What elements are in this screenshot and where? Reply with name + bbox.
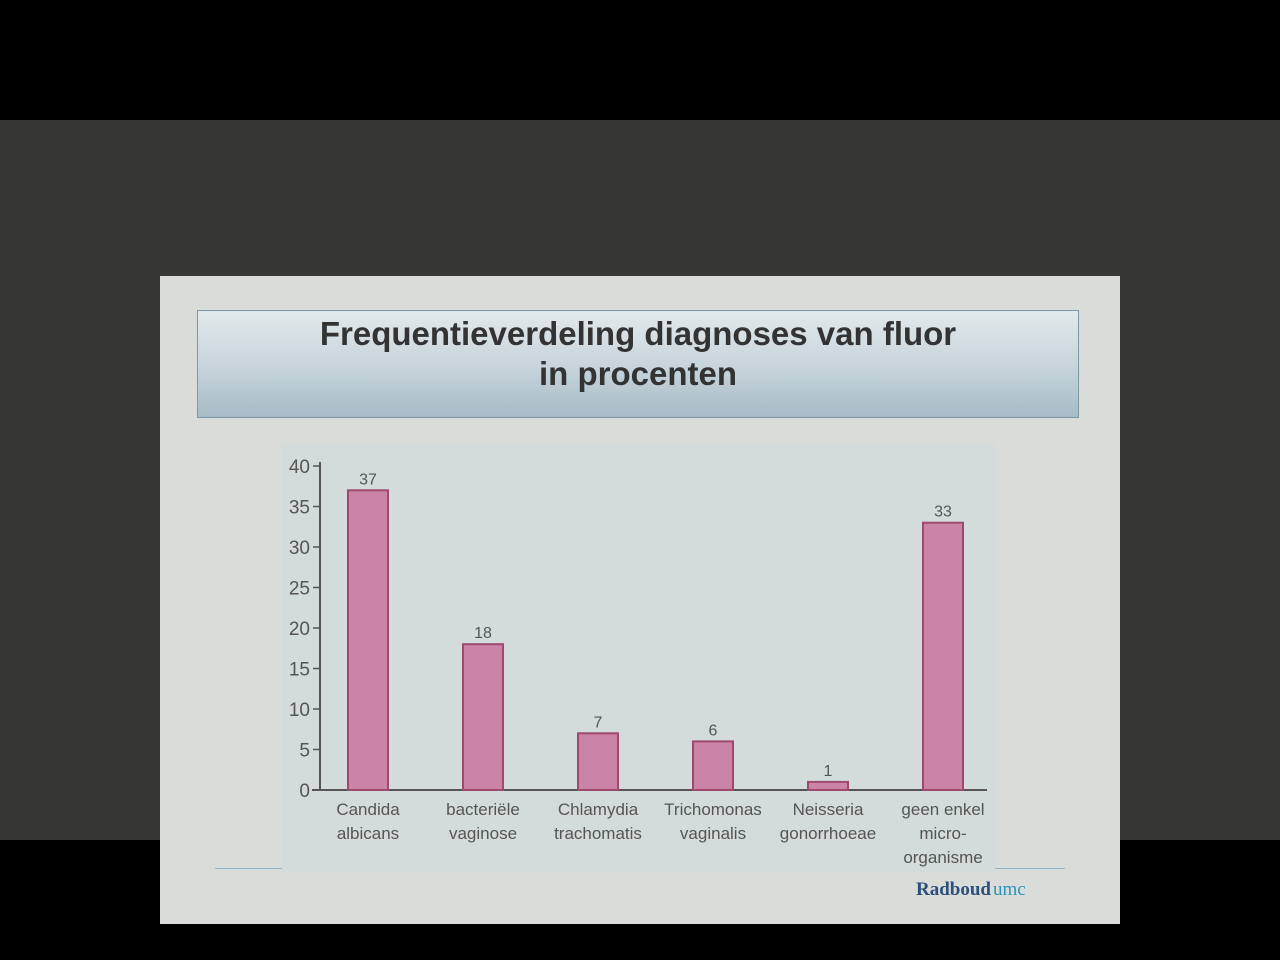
bar-1: [347, 489, 389, 792]
x-category-label: vaginalis: [680, 824, 746, 843]
y-tick-label: 40: [289, 457, 310, 478]
x-category-label: Neisseria: [793, 800, 864, 819]
x-category-label: Candida: [336, 800, 400, 819]
y-tick-label: 5: [299, 741, 310, 762]
slide-title-line-2: in procenten: [538, 355, 738, 392]
logo-main-text: Radboud: [916, 879, 991, 900]
data-label-5: 1: [824, 763, 833, 780]
data-label-4: 6: [709, 722, 718, 739]
x-category-label: micro-: [919, 824, 966, 843]
y-tick-label: 10: [289, 700, 310, 721]
bar-4: [692, 740, 734, 791]
bar-3: [577, 732, 619, 791]
chart-panel: 0 5 10 15 20 25 30 35 40 37 Candida albicans 18 bacte…: [282, 444, 995, 872]
slide-title-box: Frequentieverdeling diagnoses van fluor …: [197, 310, 1079, 418]
y-tick-label: 20: [289, 619, 310, 640]
data-label-3: 7: [594, 714, 603, 731]
bar-6: [922, 521, 964, 791]
x-category-label: Chlamydia: [558, 800, 639, 819]
y-tick-label: 35: [289, 498, 310, 519]
bar-2: [462, 643, 504, 791]
x-category-label: Trichomonas: [664, 800, 762, 819]
logo-sub-text: umc: [993, 879, 1026, 900]
bar-chart: 0 5 10 15 20 25 30 35 40 37 Candida albicans 18 bacte…: [289, 457, 987, 867]
x-category-label: organisme: [903, 848, 982, 867]
slide-title-line-1: Frequentieverdeling diagnoses van fluor: [319, 315, 957, 352]
y-tick-label: 15: [289, 660, 310, 681]
y-tick-label: 0: [299, 781, 310, 802]
x-category-label: albicans: [337, 824, 399, 843]
y-tick-label: 25: [289, 579, 310, 600]
slide: Frequentieverdeling diagnoses van fluor …: [160, 276, 1120, 924]
data-label-2: 18: [474, 625, 492, 642]
x-category-label: vaginose: [449, 824, 517, 843]
y-tick-label: 30: [289, 538, 310, 559]
x-category-label: bacteriële: [446, 800, 520, 819]
bar-5: [807, 780, 849, 791]
x-category-label: trachomatis: [554, 824, 642, 843]
x-category-label: geen enkel: [901, 800, 984, 819]
presentation-stage: Frequentieverdeling diagnoses van fluor …: [0, 120, 1280, 924]
data-label-1: 37: [359, 471, 377, 488]
data-label-6: 33: [934, 504, 952, 521]
x-category-label: gonorrhoeae: [780, 824, 876, 843]
radboudumc-logo: Radboud umc: [916, 878, 1026, 902]
